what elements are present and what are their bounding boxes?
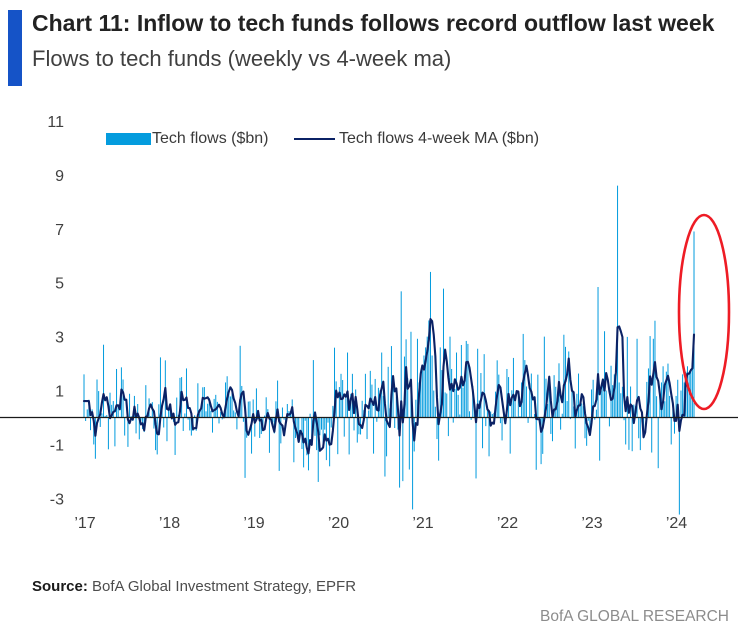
- svg-text:’20: ’20: [328, 515, 349, 532]
- svg-text:’18: ’18: [159, 515, 180, 532]
- svg-text:’19: ’19: [243, 515, 264, 532]
- svg-text:5: 5: [55, 276, 64, 293]
- svg-text:1: 1: [55, 384, 64, 401]
- svg-text:-3: -3: [50, 491, 64, 508]
- svg-text:’24: ’24: [666, 515, 687, 532]
- svg-text:9: 9: [55, 168, 64, 185]
- svg-text:7: 7: [55, 222, 64, 239]
- svg-text:’17: ’17: [74, 515, 95, 532]
- svg-text:11: 11: [47, 114, 64, 131]
- svg-text:-1: -1: [50, 437, 64, 454]
- svg-text:’23: ’23: [581, 515, 602, 532]
- svg-text:3: 3: [55, 330, 64, 347]
- svg-text:’22: ’22: [497, 515, 518, 532]
- svg-text:’21: ’21: [412, 515, 433, 532]
